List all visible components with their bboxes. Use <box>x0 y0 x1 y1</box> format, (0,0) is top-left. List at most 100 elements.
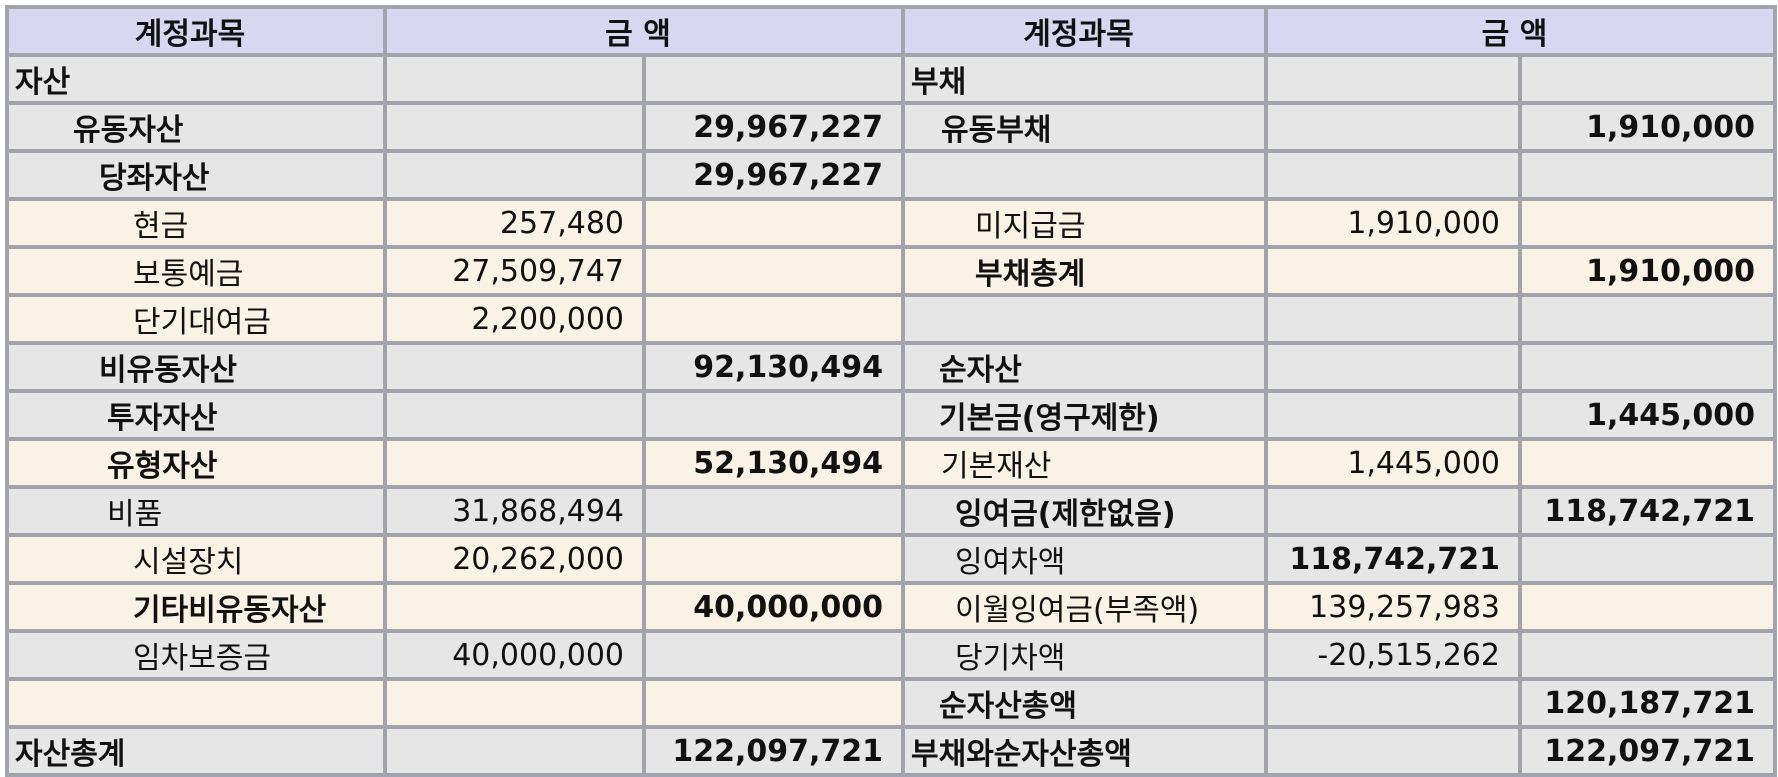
amount-cell: -20,515,262 <box>1264 629 1522 681</box>
account-cell: 기본금(영구제한) <box>901 389 1268 441</box>
amount-cell: 27,509,747 <box>383 245 646 297</box>
header-left-account: 계정과목 <box>5 5 387 57</box>
total-cell <box>1518 341 1777 393</box>
amount-cell <box>383 53 646 105</box>
account-cell <box>901 149 1268 201</box>
total-cell: 40,000,000 <box>642 581 905 633</box>
account-cell: 잉여금(제한없음) <box>901 485 1268 537</box>
amount-cell <box>1264 485 1522 537</box>
liabilities-net-assets-total-label: 부채와순자산총액 <box>901 725 1268 777</box>
amount-cell: 118,742,721 <box>1264 533 1522 585</box>
account-cell: 순자산총액 <box>901 677 1268 729</box>
table-row: 유형자산 52,130,494 기본재산 1,445,000 <box>5 437 1777 489</box>
total-cell: 29,967,227 <box>642 101 905 153</box>
account-cell: 자산 <box>5 53 387 105</box>
amount-cell <box>1264 53 1522 105</box>
total-cell <box>1518 533 1777 585</box>
account-cell: 시설장치 <box>5 533 387 585</box>
amount-cell <box>383 389 646 441</box>
total-cell <box>642 197 905 249</box>
total-cell: 1,445,000 <box>1518 389 1777 441</box>
amount-cell <box>1264 389 1522 441</box>
table-row: 당좌자산 29,967,227 <box>5 149 1777 201</box>
table-row: 현금 257,480 미지급금 1,910,000 <box>5 197 1777 249</box>
amount-cell <box>383 101 646 153</box>
amount-cell <box>383 725 646 777</box>
account-cell: 순자산 <box>901 341 1268 393</box>
account-cell: 보통예금 <box>5 245 387 297</box>
amount-cell: 31,868,494 <box>383 485 646 537</box>
amount-cell <box>383 341 646 393</box>
total-cell <box>642 533 905 585</box>
account-cell <box>5 677 387 729</box>
account-cell: 현금 <box>5 197 387 249</box>
total-cell <box>1518 149 1777 201</box>
account-cell: 비유동자산 <box>5 341 387 393</box>
total-cell <box>1518 53 1777 105</box>
total-cell: 1,910,000 <box>1518 245 1777 297</box>
table-row: 비품 31,868,494 잉여금(제한없음) 118,742,721 <box>5 485 1777 537</box>
table-row: 시설장치 20,262,000 잉여차액 118,742,721 <box>5 533 1777 585</box>
assets-total-label: 자산총계 <box>5 725 387 777</box>
amount-cell <box>1264 149 1522 201</box>
total-cell <box>1518 437 1777 489</box>
amount-cell: 1,910,000 <box>1264 197 1522 249</box>
total-cell <box>642 245 905 297</box>
table-row: 비유동자산 92,130,494 순자산 <box>5 341 1777 393</box>
amount-cell: 139,257,983 <box>1264 581 1522 633</box>
amount-cell: 257,480 <box>383 197 646 249</box>
assets-total-value: 122,097,721 <box>642 725 905 777</box>
account-cell: 임차보증금 <box>5 629 387 681</box>
table-row: 투자자산 기본금(영구제한) 1,445,000 <box>5 389 1777 441</box>
amount-cell: 40,000,000 <box>383 629 646 681</box>
total-cell <box>1518 293 1777 345</box>
amount-cell <box>1264 725 1522 777</box>
account-cell <box>901 293 1268 345</box>
header-right-account: 계정과목 <box>901 5 1268 57</box>
table-row: 순자산총액 120,187,721 <box>5 677 1777 729</box>
amount-cell: 20,262,000 <box>383 533 646 585</box>
total-cell <box>642 629 905 681</box>
account-cell: 유동자산 <box>5 101 387 153</box>
amount-cell <box>1264 677 1522 729</box>
total-cell: 92,130,494 <box>642 341 905 393</box>
table-row: 보통예금 27,509,747 부채총계 1,910,000 <box>5 245 1777 297</box>
table-row: 기타비유동자산 40,000,000 이월잉여금(부족액) 139,257,98… <box>5 581 1777 633</box>
table-row: 단기대여금 2,200,000 <box>5 293 1777 345</box>
account-cell: 비품 <box>5 485 387 537</box>
account-cell: 유동부채 <box>901 101 1268 153</box>
total-cell: 52,130,494 <box>642 437 905 489</box>
amount-cell <box>383 149 646 201</box>
amount-cell <box>1264 341 1522 393</box>
total-cell <box>642 389 905 441</box>
total-cell <box>642 293 905 345</box>
account-cell: 부채총계 <box>901 245 1268 297</box>
account-cell: 당기차액 <box>901 629 1268 681</box>
account-cell: 잉여차액 <box>901 533 1268 585</box>
account-cell: 이월잉여금(부족액) <box>901 581 1268 633</box>
header-right-amount: 금 액 <box>1264 5 1777 57</box>
account-cell: 단기대여금 <box>5 293 387 345</box>
account-cell: 기타비유동자산 <box>5 581 387 633</box>
amount-cell <box>383 581 646 633</box>
total-cell: 29,967,227 <box>642 149 905 201</box>
table-row: 임차보증금 40,000,000 당기차액 -20,515,262 <box>5 629 1777 681</box>
amount-cell <box>383 677 646 729</box>
amount-cell <box>1264 101 1522 153</box>
total-cell <box>1518 581 1777 633</box>
amount-cell: 1,445,000 <box>1264 437 1522 489</box>
total-cell <box>642 53 905 105</box>
liabilities-net-assets-total-value: 122,097,721 <box>1518 725 1777 777</box>
total-cell: 118,742,721 <box>1518 485 1777 537</box>
header-row: 계정과목 금 액 계정과목 금 액 <box>5 5 1777 57</box>
total-cell <box>1518 197 1777 249</box>
total-cell <box>642 677 905 729</box>
amount-cell <box>1264 245 1522 297</box>
account-cell: 미지급금 <box>901 197 1268 249</box>
amount-cell: 2,200,000 <box>383 293 646 345</box>
amount-cell <box>1264 293 1522 345</box>
account-cell: 투자자산 <box>5 389 387 441</box>
total-cell: 1,910,000 <box>1518 101 1777 153</box>
amount-cell <box>383 437 646 489</box>
account-cell: 유형자산 <box>5 437 387 489</box>
